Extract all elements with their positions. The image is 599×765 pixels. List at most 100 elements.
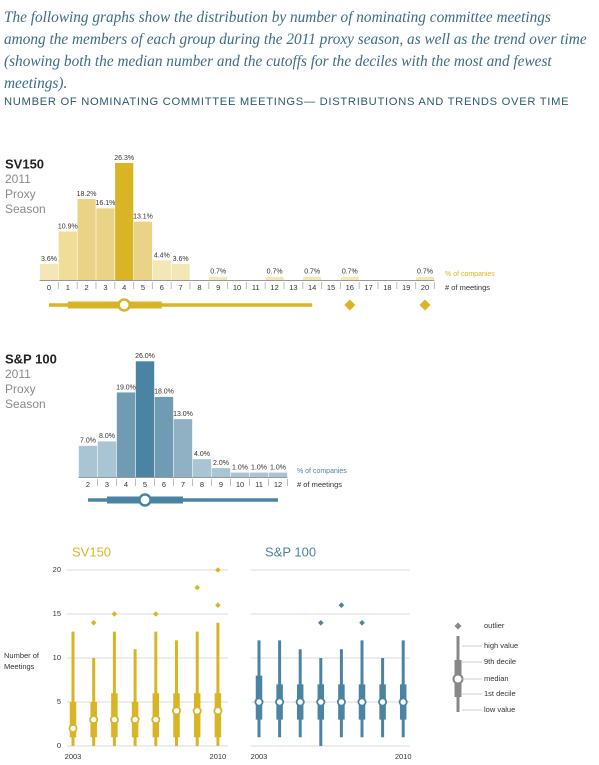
x-tick-label: 11: [255, 480, 263, 489]
bar: [192, 459, 212, 477]
range-median: [117, 298, 131, 312]
box-median: [254, 697, 264, 707]
bar: [116, 392, 136, 477]
bar: [97, 441, 117, 477]
data-label: 0.7%: [304, 269, 320, 276]
bar: [154, 396, 174, 477]
chart-title: S&P 100: [5, 351, 57, 366]
chart-subtitle: 2011: [5, 367, 31, 381]
box-median: [171, 706, 181, 716]
bar: [268, 472, 288, 477]
x-tick-label: 2: [85, 283, 89, 292]
box-median: [89, 715, 99, 725]
box-outlier: [338, 602, 345, 608]
bar: [96, 208, 115, 280]
data-label: 0.7%: [267, 269, 283, 276]
x-tick-label: 5: [141, 283, 145, 292]
range-median: [138, 493, 152, 507]
bar: [340, 276, 359, 280]
x-tick-label: 2010: [210, 752, 227, 761]
legend-value-label: % of companies: [445, 271, 495, 278]
x-tick-label: 9: [216, 283, 220, 292]
data-label: 18.0%: [154, 389, 174, 396]
chart-subtitle: 2011: [5, 172, 31, 186]
box-median: [378, 697, 388, 707]
data-label: 4.0%: [194, 451, 210, 458]
box-median: [275, 697, 285, 707]
legend-median: [452, 673, 464, 685]
x-tick-label: 6: [162, 480, 166, 489]
box-outlier: [215, 602, 221, 608]
x-tick-label: 10: [233, 283, 241, 292]
y-tick-label: 20: [53, 565, 61, 574]
box-outlier: [111, 611, 118, 617]
legend-label: 1st decile: [484, 689, 516, 698]
data-label: 1.0%: [232, 464, 248, 471]
legend-label: high value: [484, 641, 518, 650]
data-label: 26.0%: [135, 353, 155, 360]
box-outlier: [318, 620, 324, 626]
intro-text: The following graphs show the distributi…: [4, 9, 587, 92]
x-tick-label: 12: [270, 283, 278, 292]
x-tick-label: 17: [364, 283, 372, 292]
data-label: 0.7%: [342, 269, 358, 276]
section-heading: NUMBER OF NOMINATING COMMITTEE MEETINGS—…: [4, 96, 570, 108]
chart-title: SV150: [72, 544, 111, 559]
data-label: 13.1%: [133, 214, 153, 221]
x-tick-label: 2003: [65, 752, 82, 761]
legend-label: outlier: [484, 621, 505, 630]
x-tick-label: 18: [383, 283, 391, 292]
y-tick-label: 0: [57, 741, 61, 750]
legend-label: low value: [484, 705, 515, 714]
box-outlier: [194, 584, 200, 591]
bar: [415, 276, 435, 280]
x-tick-label: 7: [181, 480, 185, 489]
bar: [173, 419, 193, 477]
bar: [303, 276, 322, 280]
bar: [152, 260, 171, 280]
x-tick-label: 7: [179, 283, 183, 292]
box-median: [295, 697, 305, 707]
x-tick-label: 1: [66, 283, 70, 292]
y-axis-label: Meetings: [4, 662, 35, 671]
bar: [171, 263, 190, 280]
box-median: [316, 697, 326, 707]
bar: [78, 445, 98, 477]
y-axis-label: Number of: [4, 651, 40, 660]
data-label: 8.0%: [99, 433, 115, 440]
legend-label: median: [484, 674, 509, 683]
x-tick-label: 3: [105, 480, 109, 489]
y-tick-label: 5: [57, 697, 61, 706]
x-tick-label: 4: [124, 480, 128, 489]
data-label: 19.0%: [116, 384, 136, 391]
data-label: 2.0%: [213, 460, 229, 467]
box-median: [398, 697, 408, 707]
box-median: [130, 715, 140, 725]
data-label: 0.7%: [417, 269, 433, 276]
x-tick-label: 5: [143, 480, 147, 489]
chart-subtitle: Season: [5, 202, 46, 216]
chart-title: SV150: [5, 156, 44, 171]
data-label: 26.3%: [114, 155, 134, 162]
x-tick-label: 6: [160, 283, 164, 292]
y-tick-label: 10: [53, 653, 61, 662]
box-median: [68, 723, 78, 733]
x-tick-label: 16: [346, 283, 354, 292]
x-tick-label: 10: [236, 480, 244, 489]
box-median: [192, 706, 202, 716]
chart-subtitle: Season: [5, 397, 46, 411]
data-label: 10.9%: [58, 223, 78, 230]
x-tick-label: 4: [122, 283, 126, 292]
bar: [115, 162, 134, 280]
x-tick-label: 3: [103, 283, 107, 292]
x-tick-label: 20: [421, 283, 429, 292]
legend-label: 9th decile: [484, 657, 516, 666]
box-outlier: [215, 567, 221, 573]
box-median: [151, 715, 161, 725]
bar: [58, 231, 77, 280]
data-label: 4.4%: [154, 252, 170, 259]
box-median: [336, 697, 346, 707]
data-label: 3.6%: [173, 256, 189, 263]
